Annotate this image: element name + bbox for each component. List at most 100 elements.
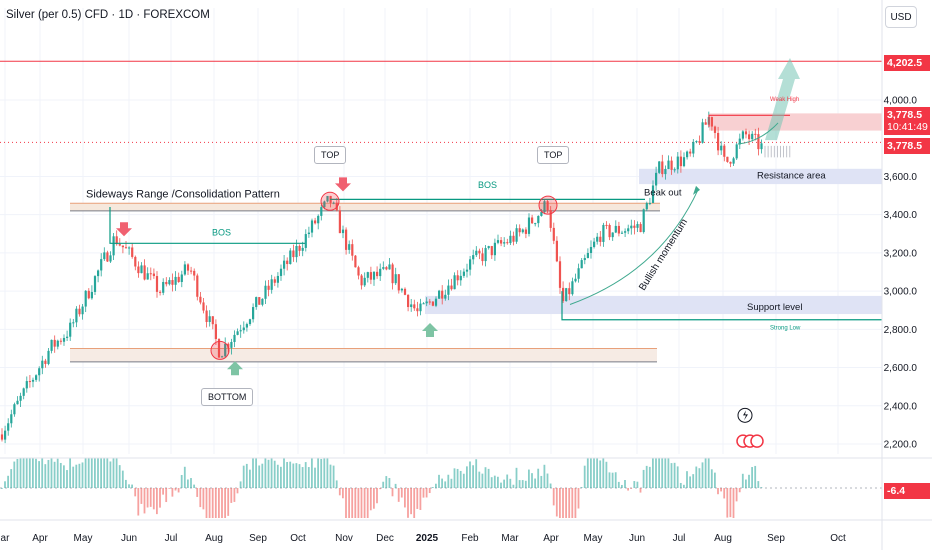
candle — [462, 271, 465, 276]
candle — [72, 322, 75, 324]
oscillator-bar — [562, 488, 564, 518]
weak-high-line — [708, 114, 790, 127]
top-label-left: TOP — [314, 146, 347, 164]
candle — [143, 265, 146, 280]
candle — [627, 228, 630, 232]
oscillator-bar — [289, 461, 292, 488]
oscillator-bar — [602, 458, 605, 488]
oscillator-bar — [152, 488, 155, 510]
candle — [673, 169, 676, 171]
oscillator-bar — [723, 488, 726, 499]
candle — [599, 236, 602, 242]
dotted-level-tag: 3,778.5 — [884, 138, 930, 154]
oscillator-bar — [543, 464, 546, 488]
candle — [441, 290, 444, 299]
candle — [190, 270, 193, 272]
candle — [193, 270, 196, 276]
strong-low-line — [561, 291, 882, 321]
candle — [159, 291, 162, 293]
oscillator-bar — [450, 478, 453, 488]
oscillator-bar — [90, 458, 93, 488]
oscillator-bar — [552, 488, 555, 506]
candle — [264, 285, 267, 299]
candle — [655, 172, 658, 186]
candle — [608, 224, 611, 238]
candle — [137, 266, 140, 274]
candle — [701, 122, 704, 143]
oscillator-bar — [199, 488, 202, 508]
oscillator-bar — [400, 488, 403, 498]
candle — [146, 273, 149, 280]
oscillator-bar — [391, 488, 394, 497]
bos-right-label: BOS — [478, 180, 497, 190]
oscillator-bar — [385, 476, 388, 488]
oscillator-bar — [373, 488, 375, 509]
oscillator-bar — [438, 474, 440, 488]
last-price-value: 3,778.5 — [887, 109, 923, 121]
oscillator-bar — [317, 458, 319, 488]
candle — [314, 220, 317, 224]
candle — [760, 143, 763, 150]
oscillator-bar — [32, 458, 34, 488]
oscillator-bar — [698, 468, 701, 488]
candle — [580, 260, 583, 269]
candle — [286, 260, 289, 265]
candle — [614, 225, 617, 233]
oscillator-bar — [754, 465, 757, 488]
x-tick-label: Aug — [205, 533, 223, 544]
oscillator-bar — [462, 473, 465, 488]
candle — [239, 330, 242, 332]
candle — [583, 258, 586, 261]
oscillator-bar — [351, 488, 354, 518]
candle — [338, 210, 341, 234]
oscillator-bar — [354, 488, 357, 518]
last-price-tag: 3,778.5 10:41:49 — [884, 107, 930, 135]
oscillator-bar — [227, 488, 230, 516]
x-tick-label: Aug — [714, 533, 732, 544]
oscillator-bar — [710, 469, 713, 488]
oscillator-bar — [614, 472, 617, 488]
candle — [484, 248, 487, 262]
symbol-title: Silver (per 0.5) CFD · 1D · FOREXCOM — [6, 9, 210, 21]
candle — [493, 242, 496, 256]
oscillator-bar — [484, 467, 487, 488]
down-arrow-top — [335, 177, 351, 192]
candle — [444, 294, 447, 299]
candle — [103, 252, 106, 260]
oscillator-bar — [500, 482, 502, 488]
candle — [602, 224, 605, 242]
candle — [391, 264, 394, 284]
oscillator-bar — [162, 488, 164, 495]
candle — [624, 231, 627, 233]
candle — [87, 290, 90, 299]
candle — [100, 259, 103, 271]
candle — [704, 122, 707, 125]
candle — [208, 316, 211, 323]
candle — [679, 156, 682, 167]
candle — [41, 360, 44, 369]
candle — [152, 273, 155, 277]
candle — [363, 277, 366, 286]
candle — [422, 303, 425, 305]
candle — [555, 240, 558, 262]
oscillator-bar — [211, 488, 214, 518]
currency-button[interactable]: USD — [885, 6, 917, 28]
oscillator-bar — [174, 488, 177, 491]
candle — [28, 381, 31, 383]
candle — [168, 280, 171, 285]
oscillator-bar — [245, 463, 248, 488]
oscillator-bar — [428, 488, 431, 494]
candle — [196, 275, 199, 297]
oscillator-bar — [320, 458, 323, 488]
oscillator-bar — [224, 488, 226, 518]
candle — [738, 138, 741, 145]
oscillator-bar — [586, 458, 589, 488]
candles — [0, 111, 791, 444]
candle — [332, 202, 335, 204]
oscillator-bar — [531, 473, 533, 488]
candle — [500, 240, 503, 244]
lightning-bolt — [743, 410, 748, 421]
oscillator-bar — [369, 488, 372, 511]
